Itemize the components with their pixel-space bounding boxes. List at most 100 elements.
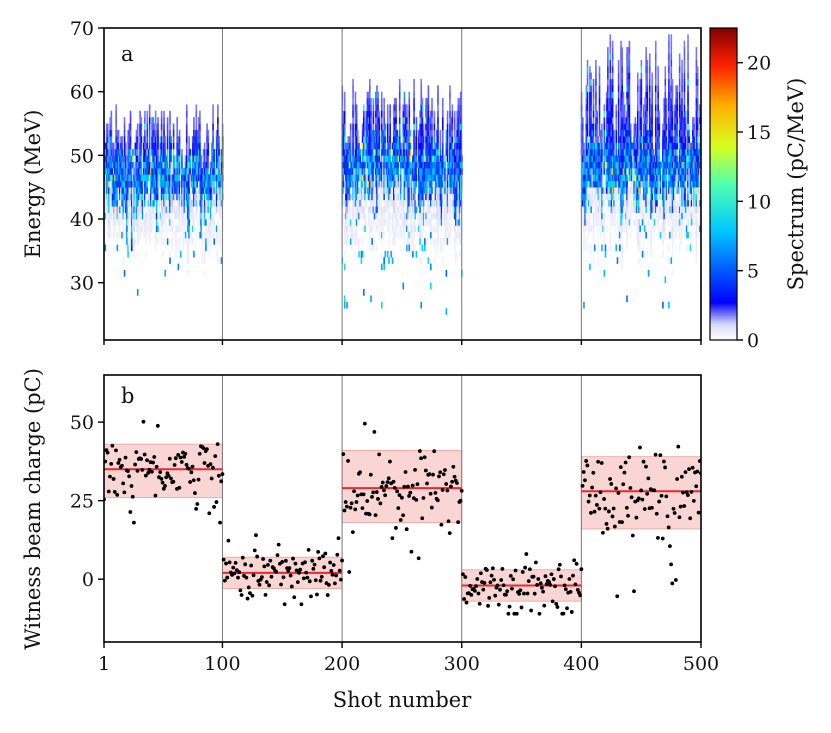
spectrum-cell bbox=[609, 47, 612, 54]
spectrum-cell bbox=[453, 244, 456, 252]
spectrum-cell bbox=[378, 142, 381, 150]
spectrum-cell bbox=[622, 148, 625, 156]
spectrum-cell bbox=[199, 174, 201, 182]
spectrum-cell bbox=[444, 180, 446, 188]
spectrum-cell bbox=[111, 187, 114, 194]
spectrum-cell bbox=[633, 174, 635, 182]
spectrum-cell bbox=[391, 148, 394, 156]
spectrum-cell bbox=[611, 161, 614, 169]
spectrum-cell bbox=[141, 225, 144, 233]
spectrum-cell bbox=[185, 110, 188, 118]
spectrum-cell bbox=[361, 212, 364, 220]
spectrum-cell bbox=[208, 174, 211, 182]
spectrum-cell bbox=[361, 174, 364, 182]
spectrum-cell bbox=[426, 187, 429, 194]
spectrum-cell bbox=[598, 219, 601, 226]
spectrum-cell bbox=[607, 78, 609, 86]
spectrum-cell bbox=[619, 168, 621, 175]
spectrum-cell bbox=[620, 225, 622, 233]
spectrum-cell bbox=[642, 110, 645, 118]
spectrum-cell bbox=[342, 117, 345, 124]
spectrum-cell bbox=[456, 117, 458, 124]
spectrum-cell bbox=[156, 129, 158, 137]
spectrum-cell bbox=[644, 98, 646, 105]
spectrum-cell bbox=[602, 174, 604, 182]
spectrum-cell bbox=[449, 142, 451, 150]
spectrum-cell bbox=[683, 117, 686, 124]
spectrum-cell bbox=[116, 142, 119, 150]
spectrum-cell bbox=[347, 180, 350, 188]
spectrum-cell bbox=[217, 161, 219, 169]
spectrum-cell bbox=[173, 161, 176, 169]
spectrum-cell bbox=[682, 168, 685, 175]
spectrum-cell bbox=[425, 180, 427, 188]
spectrum-cell bbox=[367, 161, 370, 169]
spectrum-cell bbox=[418, 212, 420, 220]
spectrum-cell bbox=[359, 155, 362, 163]
spectrum-cell bbox=[367, 180, 370, 188]
spectrum-cell bbox=[369, 161, 371, 169]
spectrum-cell bbox=[215, 180, 218, 188]
spectrum-cell bbox=[645, 193, 647, 201]
spectrum-cell bbox=[658, 174, 661, 182]
spectrum-cell bbox=[349, 180, 352, 188]
spectrum-cell bbox=[130, 238, 133, 245]
spectrum-cell bbox=[634, 136, 637, 143]
spectrum-cell bbox=[363, 104, 365, 112]
spectrum-cell bbox=[431, 129, 433, 137]
spectrum-cell bbox=[156, 212, 158, 220]
spectrum-cell bbox=[437, 168, 439, 175]
spectrum-cell bbox=[597, 225, 600, 233]
spectrum-cell bbox=[372, 123, 375, 131]
spectrum-cell bbox=[151, 199, 153, 207]
spectrum-cell bbox=[159, 148, 162, 156]
spectrum-cell bbox=[585, 206, 588, 213]
spectrum-cell bbox=[355, 148, 358, 156]
spectrum-cell bbox=[128, 187, 131, 194]
spectrum-cell bbox=[674, 168, 676, 175]
spectrum-cell bbox=[589, 180, 591, 188]
spectrum-cell bbox=[172, 168, 175, 175]
spectrum-cell bbox=[183, 180, 186, 188]
spectrum-cell bbox=[443, 180, 445, 188]
spectrum-cell bbox=[383, 123, 385, 131]
spectrum-cell bbox=[401, 212, 403, 220]
spectrum-cell bbox=[219, 244, 222, 252]
spectrum-cell bbox=[437, 148, 439, 156]
spectrum-cell bbox=[459, 129, 462, 137]
spectrum-cell bbox=[604, 148, 607, 156]
spectrum-cell bbox=[121, 155, 123, 163]
spectrum-cell bbox=[110, 199, 113, 207]
spectrum-cell bbox=[586, 174, 589, 182]
spectrum-cell bbox=[380, 206, 383, 213]
spectrum-cell bbox=[120, 136, 122, 143]
spectrum-cell bbox=[376, 91, 378, 99]
spectrum-cell bbox=[446, 174, 449, 182]
spectrum-cell bbox=[369, 244, 371, 252]
spectrum-cell bbox=[446, 206, 449, 213]
spectrum-cell bbox=[171, 199, 174, 207]
spectrum-cell bbox=[449, 98, 451, 105]
spectrum-cell bbox=[617, 187, 620, 194]
spectrum-cell bbox=[402, 225, 405, 233]
spectrum-cell bbox=[383, 257, 385, 264]
spectrum-cell bbox=[439, 161, 442, 169]
spectrum-cell bbox=[640, 78, 643, 86]
spectrum-cell bbox=[366, 117, 369, 124]
spectrum-cell bbox=[633, 123, 635, 131]
spectrum-cell bbox=[415, 199, 418, 207]
spectrum-cell bbox=[209, 174, 212, 182]
spectrum-cell bbox=[424, 174, 426, 182]
spectrum-cell bbox=[611, 123, 614, 131]
spectrum-cell bbox=[457, 168, 460, 175]
spectrum-cell bbox=[440, 174, 443, 182]
spectrum-cell bbox=[620, 66, 622, 73]
spectrum-cell bbox=[614, 161, 616, 169]
spectrum-cell bbox=[605, 180, 608, 188]
spectrum-cell bbox=[657, 78, 659, 86]
spectrum-heatmap bbox=[104, 34, 701, 315]
spectrum-cell bbox=[409, 180, 412, 188]
spectrum-cell bbox=[658, 206, 661, 213]
spectrum-cell bbox=[401, 231, 403, 239]
spectrum-cell bbox=[408, 231, 411, 239]
